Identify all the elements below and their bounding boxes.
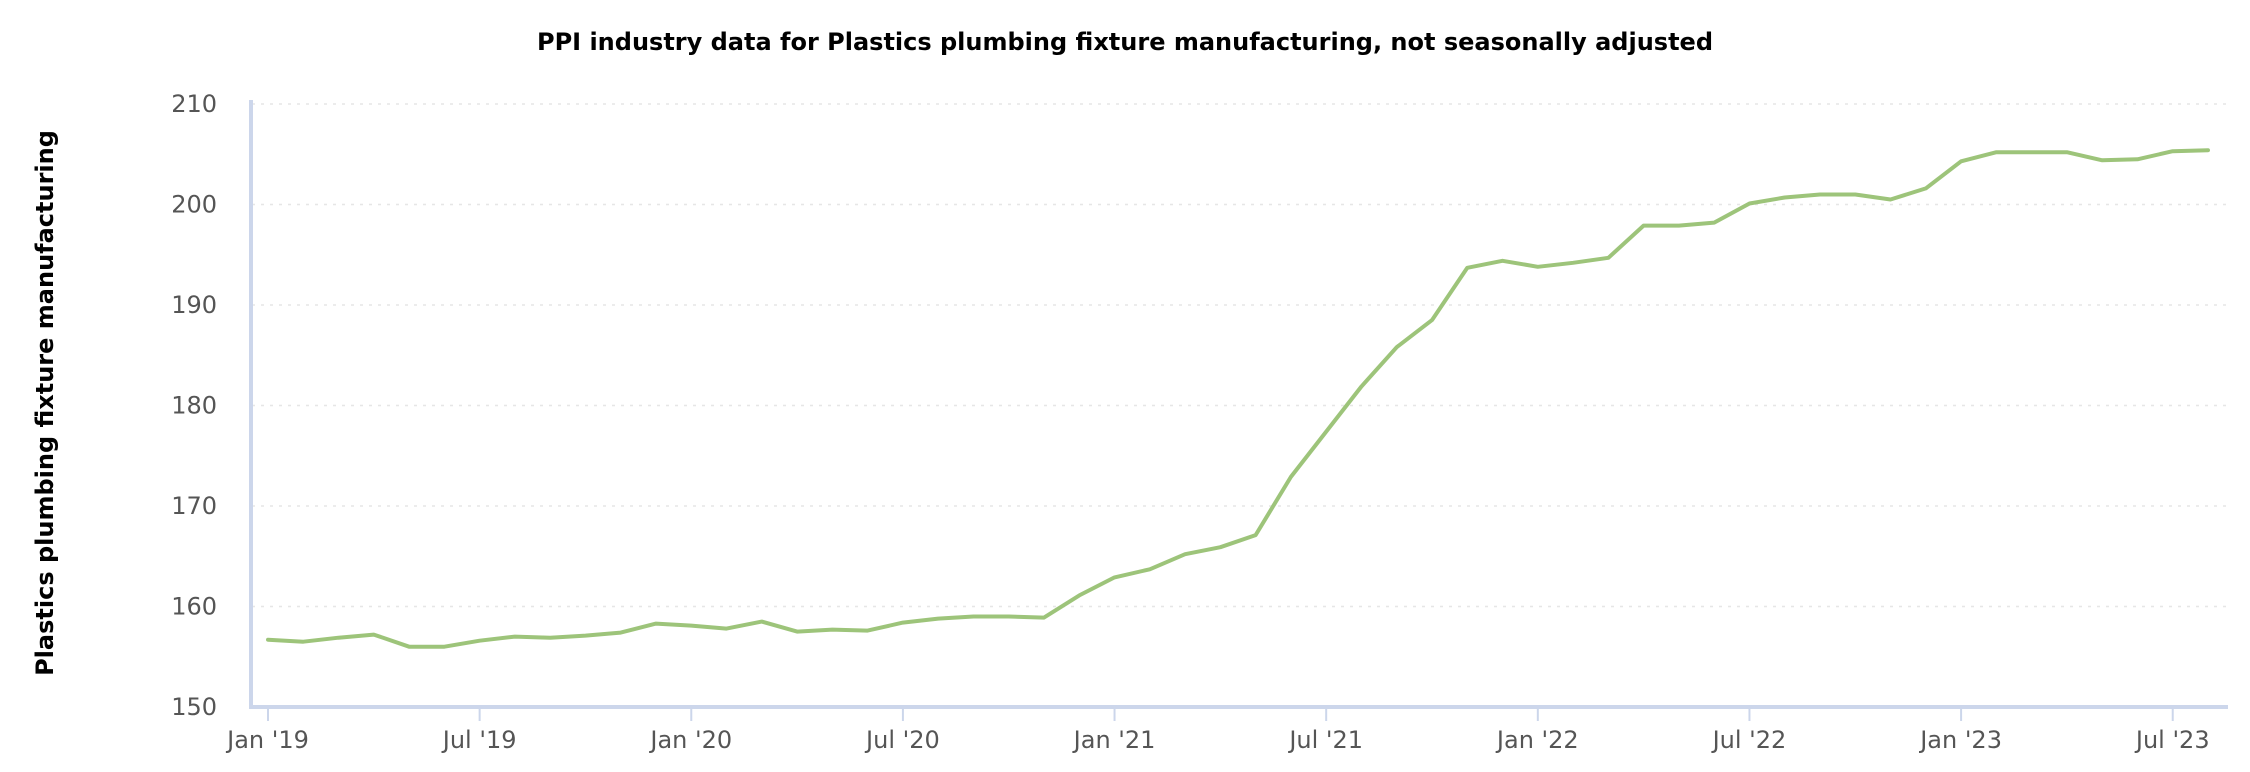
axes bbox=[249, 100, 2228, 709]
y-tick-label: 210 bbox=[171, 90, 217, 118]
series bbox=[266, 148, 2210, 649]
gridlines bbox=[252, 103, 2228, 608]
x-tick-label: Jul '21 bbox=[1287, 726, 1363, 754]
y-tick-labels: 150 160 170 180 190 200 210 bbox=[171, 90, 217, 721]
x-tick-label: Jul '19 bbox=[441, 726, 517, 754]
x-tick-label: Jan '23 bbox=[1918, 726, 2002, 754]
x-tick-label: Jul '23 bbox=[2134, 726, 2210, 754]
x-tick-label: Jan '20 bbox=[648, 726, 732, 754]
y-tick-label: 180 bbox=[171, 392, 217, 420]
y-tick-label: 190 bbox=[171, 291, 217, 319]
series-line bbox=[266, 148, 2210, 649]
x-tick-label: Jul '20 bbox=[864, 726, 940, 754]
x-ticks: Jan '19 Jul '19 Jan '20 Jul '20 Jan '21 Jul '… bbox=[225, 707, 2210, 754]
y-tick-label: 150 bbox=[171, 693, 217, 721]
x-tick-label: Jan '22 bbox=[1495, 726, 1579, 754]
y-tick-label: 200 bbox=[171, 191, 217, 219]
y-tick-label: 170 bbox=[171, 492, 217, 520]
x-tick-label: Jul '22 bbox=[1711, 726, 1787, 754]
x-tick-label: Jan '21 bbox=[1072, 726, 1156, 754]
x-tick-label: Jan '19 bbox=[225, 726, 309, 754]
chart-title: PPI industry data for Plastics plumbing … bbox=[536, 28, 1713, 56]
y-tick-label: 160 bbox=[171, 593, 217, 621]
